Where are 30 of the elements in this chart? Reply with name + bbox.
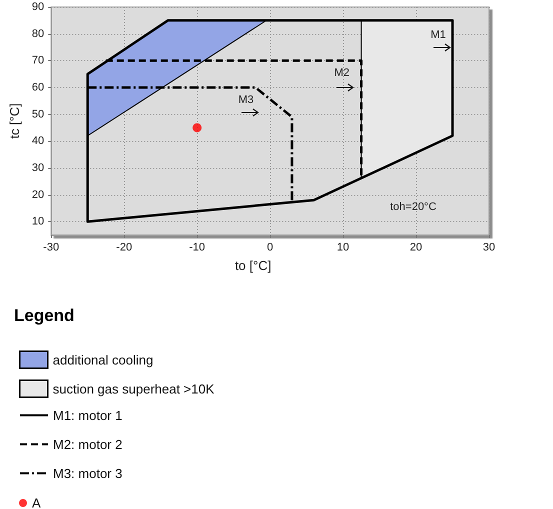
x-tick-label: 20	[410, 242, 422, 254]
legend-label: A	[32, 496, 41, 509]
legend-title: Legend	[14, 306, 74, 325]
y-tick-label: 20	[32, 188, 44, 201]
x-tick-label: -30	[43, 242, 60, 254]
y-tick-label: 90	[32, 1, 44, 13]
y-tick-label: 30	[32, 162, 44, 174]
y-tick-label: 50	[32, 108, 44, 120]
legend-label: M1: motor 1	[53, 408, 122, 423]
line-series	[86, 19, 454, 223]
annotation: M1	[430, 29, 446, 42]
annotation: M2	[334, 66, 350, 79]
y-tick-label: 10	[32, 216, 44, 228]
y-tick-label: 40	[32, 135, 44, 148]
legend-label: suction gas superheat >10K	[52, 381, 215, 396]
legend-label: additional cooling	[52, 352, 154, 368]
x-axis-title: to [°C]	[234, 258, 272, 273]
x-tick-label: -10	[189, 242, 206, 254]
x-tick-label: 30	[482, 242, 496, 254]
annotation: M3	[238, 94, 254, 106]
y-axis-title: tc [°C]	[7, 103, 22, 139]
y-tick-label: 60	[32, 81, 44, 94]
x-tick-label: -20	[116, 242, 132, 254]
x-tick-label: 10	[336, 242, 350, 254]
annotation: toh=20°C	[390, 200, 436, 213]
x-tick-label: 0	[267, 242, 274, 254]
legend-label: M2: motor 2	[53, 436, 122, 452]
legend-label: M3: motor 3	[53, 466, 122, 481]
y-tick-label: 80	[32, 28, 44, 40]
y-tick-label: 70	[32, 54, 44, 67]
